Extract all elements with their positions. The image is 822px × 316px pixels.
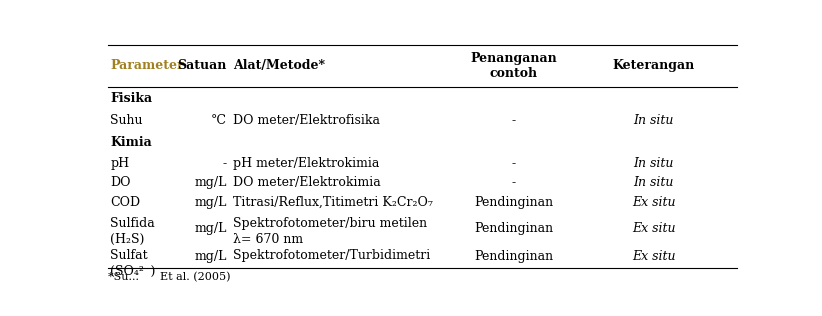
Text: -: -	[511, 157, 515, 170]
Text: DO meter/Elektrofisika: DO meter/Elektrofisika	[233, 114, 381, 127]
Text: -: -	[223, 157, 227, 170]
Text: pH: pH	[110, 157, 130, 170]
Text: Spektrofotometer/Turbidimetri: Spektrofotometer/Turbidimetri	[233, 249, 431, 262]
Text: mg/L: mg/L	[195, 250, 227, 264]
Text: *Su...      Et al. (2005): *Su... Et al. (2005)	[108, 271, 230, 282]
Text: Spektrofotometer/biru metilen
λ= 670 nm: Spektrofotometer/biru metilen λ= 670 nm	[233, 217, 427, 246]
Text: Pendinginan: Pendinginan	[474, 222, 553, 235]
Text: mg/L: mg/L	[195, 176, 227, 189]
Text: Titrasi/Reflux,Titimetri K₂Cr₂O₇: Titrasi/Reflux,Titimetri K₂Cr₂O₇	[233, 196, 433, 209]
Text: Keterangan: Keterangan	[612, 59, 695, 72]
Text: DO: DO	[110, 176, 131, 189]
Text: Ex situ: Ex situ	[632, 250, 676, 264]
Text: Suhu: Suhu	[110, 114, 143, 127]
Text: In situ: In situ	[634, 176, 674, 189]
Text: In situ: In situ	[634, 157, 674, 170]
Text: Penanganan
contoh: Penanganan contoh	[470, 52, 557, 80]
Text: COD: COD	[110, 196, 141, 209]
Text: Ex situ: Ex situ	[632, 222, 676, 235]
Text: -: -	[511, 114, 515, 127]
Text: -: -	[511, 176, 515, 189]
Text: °C: °C	[211, 114, 227, 127]
Text: Pendinginan: Pendinginan	[474, 250, 553, 264]
Text: mg/L: mg/L	[195, 196, 227, 209]
Text: Ex situ: Ex situ	[632, 196, 676, 209]
Text: DO meter/Elektrokimia: DO meter/Elektrokimia	[233, 176, 381, 189]
Text: Kimia: Kimia	[110, 136, 152, 149]
Text: In situ: In situ	[634, 114, 674, 127]
Text: Alat/Metode*: Alat/Metode*	[233, 59, 326, 72]
Text: mg/L: mg/L	[195, 222, 227, 235]
Text: pH meter/Elektrokimia: pH meter/Elektrokimia	[233, 157, 380, 170]
Text: Sulfida
(H₂S): Sulfida (H₂S)	[110, 217, 155, 246]
Text: Fisika: Fisika	[110, 92, 153, 105]
Text: Sulfat
(SO₄²⁻): Sulfat (SO₄²⁻)	[110, 249, 156, 278]
Text: Pendinginan: Pendinginan	[474, 196, 553, 209]
Text: Parameter: Parameter	[110, 59, 184, 72]
Text: Satuan: Satuan	[178, 59, 227, 72]
